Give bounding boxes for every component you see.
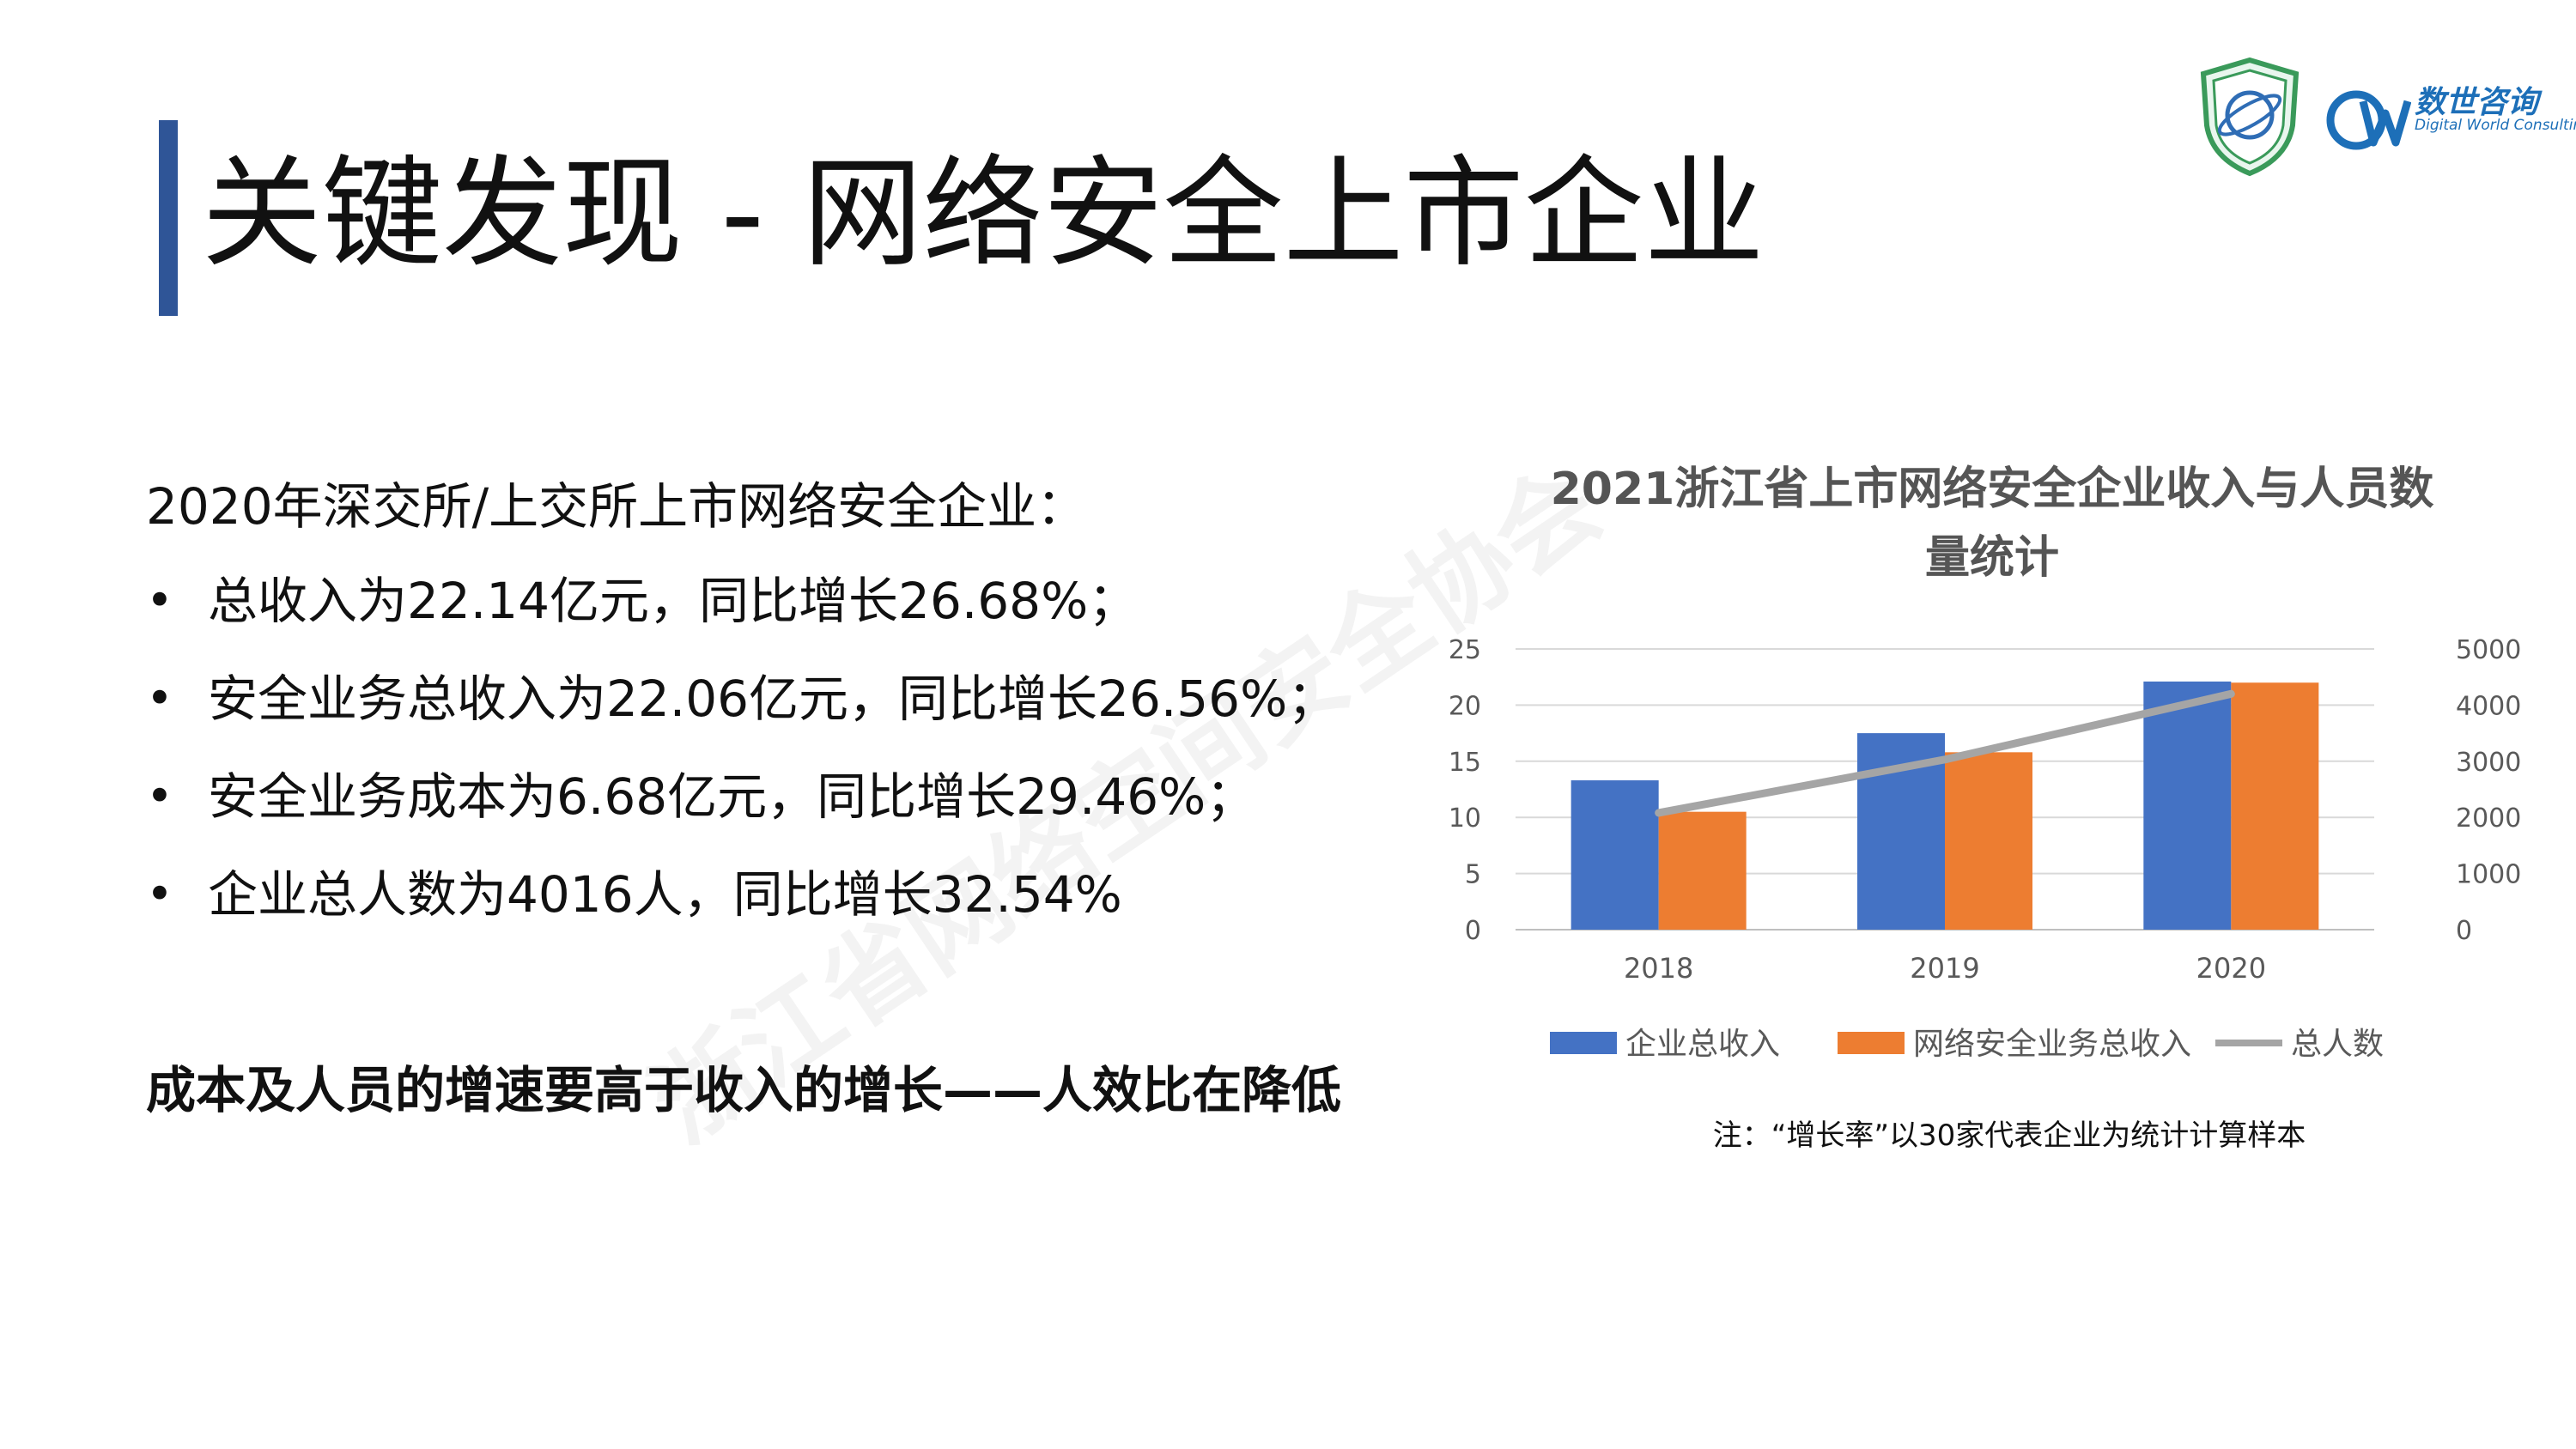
x-tick-label: 2018 — [1624, 952, 1693, 985]
findings-item-text: 安全业务总收入为22.06亿元，同比增长26.56%； — [208, 670, 1338, 728]
y-left-tick-label: 25 — [1449, 635, 1481, 665]
bullet-icon: • — [146, 573, 173, 627]
chart-title: 2021浙江省上市网络安全企业收入与人员数量统计 — [1550, 464, 2434, 584]
bar — [2231, 682, 2319, 930]
dw-logo-english: Digital World Consulting — [2415, 117, 2576, 134]
findings-item-text: 企业总人数为4016人，同比增长32.54% — [208, 865, 1122, 924]
series-line — [1655, 689, 2235, 817]
page-title: 关键发现 - 网络安全上市企业 — [202, 144, 1765, 284]
dw-logo-chinese: 数世咨询 — [2415, 85, 2539, 120]
legend-label: 总人数 — [2291, 1027, 2384, 1062]
findings-item: • 企业总人数为4016人，同比增长32.54% — [146, 860, 1485, 929]
x-tick-label: 2020 — [2196, 952, 2266, 985]
legend-label: 网络安全业务总收入 — [1913, 1027, 2191, 1062]
y-left-tick-label: 10 — [1449, 803, 1481, 834]
findings-item: • 安全业务总收入为22.06亿元，同比增长26.56%； — [146, 664, 1485, 733]
findings-item-text: 总收入为22.14亿元，同比增长26.68%； — [208, 572, 1139, 630]
bar — [1571, 780, 1659, 930]
findings: 2020年深交所/上交所上市网络安全企业： • 总收入为22.14亿元，同比增长2… — [146, 472, 1485, 958]
logos: 数世咨询 Digital World Consulting — [2198, 57, 2576, 185]
findings-intro: 2020年深交所/上交所上市网络安全企业： — [146, 477, 1087, 536]
bar — [2143, 681, 2232, 930]
bullet-icon: • — [146, 671, 173, 725]
bullet-icon: • — [146, 867, 173, 921]
y-right-tick-label: 4000 — [2456, 691, 2521, 721]
conclusion: 成本及人员的增速要高于收入的增长——人效比在降低 — [146, 1061, 1342, 1119]
y-right-tick-label: 2000 — [2456, 803, 2521, 834]
legend-swatch — [1838, 1032, 1905, 1054]
y-right-tick-label: 0 — [2456, 916, 2472, 946]
findings-item: • 总收入为22.14亿元，同比增长26.68%； — [146, 567, 1485, 635]
dw-logo-mark — [2326, 90, 2411, 150]
association-shield-logo — [2200, 57, 2300, 177]
bar — [1945, 752, 2032, 930]
legend-label: 企业总收入 — [1625, 1027, 1780, 1062]
findings-list: • 总收入为22.14亿元，同比增长26.68%； • 安全业务总收入为22.06亿… — [146, 567, 1485, 929]
chart-note: 注：“增长率”以30家代表企业为统计计算样本 — [1712, 1119, 2306, 1153]
y-left-tick-label: 20 — [1449, 691, 1481, 721]
y-left-tick-label: 5 — [1465, 860, 1481, 890]
bar — [1658, 811, 1747, 930]
y-left-tick-label: 15 — [1449, 748, 1481, 778]
findings-item: • 安全业务成本为6.68亿元，同比增长29.46%； — [146, 762, 1485, 831]
bullet-icon: • — [146, 769, 173, 823]
title-accent-bar — [159, 120, 178, 316]
findings-item-text: 安全业务成本为6.68亿元，同比增长29.46%； — [208, 767, 1256, 826]
y-right-tick-label: 3000 — [2456, 748, 2521, 778]
y-right-tick-label: 5000 — [2456, 635, 2521, 665]
legend-swatch — [1550, 1032, 1617, 1054]
y-left-tick-label: 0 — [1465, 916, 1481, 946]
x-tick-label: 2019 — [1910, 952, 1979, 985]
y-right-tick-label: 1000 — [2456, 860, 2521, 890]
